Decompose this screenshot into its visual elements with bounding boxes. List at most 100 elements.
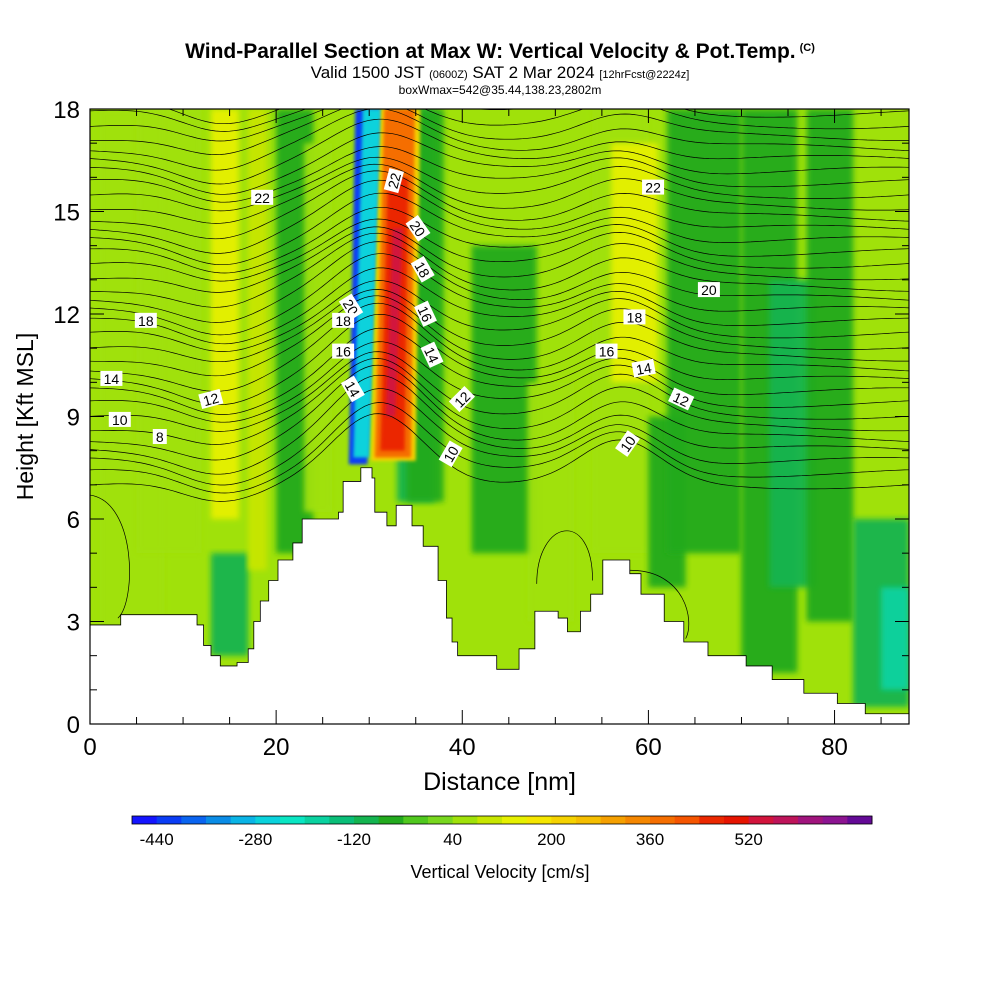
theta-contour-32 bbox=[90, 109, 909, 132]
contour-label-text: 14 bbox=[342, 378, 364, 400]
colorbar-frame bbox=[131, 815, 873, 825]
contour-label-bg bbox=[448, 385, 476, 413]
colorbar-tick-label: 200 bbox=[537, 830, 565, 849]
contour-label-text: 14 bbox=[421, 345, 442, 366]
y-tick-label: 3 bbox=[67, 610, 80, 637]
y-tick-label: 18 bbox=[53, 97, 80, 124]
contour-label-text: 20 bbox=[340, 296, 362, 318]
colorbar-tick-label: -440 bbox=[140, 830, 174, 849]
theta-contour-33 bbox=[168, 109, 281, 125]
contour-label-text: 22 bbox=[254, 190, 270, 206]
theta-contour-28 bbox=[90, 118, 909, 185]
w-column-3 bbox=[210, 553, 249, 656]
contour-label-text: 12 bbox=[671, 389, 692, 410]
contour-label-bg bbox=[108, 411, 131, 427]
contour-label-bg bbox=[410, 256, 435, 283]
terrain bbox=[90, 467, 909, 724]
contour-label-bg bbox=[332, 312, 355, 328]
colorbar-swatch bbox=[502, 816, 528, 824]
contour-label-text: 18 bbox=[627, 309, 643, 325]
colorbar-swatch bbox=[403, 816, 429, 824]
colorbar-tick-label: 40 bbox=[443, 830, 462, 849]
contour-label-text: 18 bbox=[138, 313, 154, 329]
contour-label-8: 16 bbox=[332, 343, 355, 360]
theta-contour-10 bbox=[90, 302, 909, 392]
contour-label-text: 22 bbox=[645, 180, 661, 196]
theta-contour-21 bbox=[90, 192, 909, 266]
theta-contour-23 bbox=[90, 170, 909, 240]
colorbar-swatch bbox=[280, 816, 306, 824]
contour-label-17: 22 bbox=[642, 179, 665, 196]
theta-contour-6 bbox=[90, 351, 909, 432]
colorbar-swatch bbox=[625, 816, 651, 824]
w-column-9 bbox=[471, 245, 537, 554]
contour-label-bg bbox=[383, 168, 404, 194]
contour-label-0: 22 bbox=[251, 189, 274, 206]
colorbar-swatch bbox=[822, 816, 848, 824]
theta-contour-12 bbox=[90, 289, 909, 363]
theta-contour-27 bbox=[90, 132, 909, 195]
contour-label-bg bbox=[631, 358, 656, 378]
theta-contour-low-1 bbox=[90, 494, 130, 619]
chart-title-block: Wind-Parallel Section at Max W: Vertical… bbox=[0, 36, 1000, 96]
contour-label-18: 20 bbox=[697, 282, 720, 298]
theta-contour-29 bbox=[90, 109, 909, 171]
colorbar-swatch bbox=[354, 816, 380, 824]
colorbar-swatch bbox=[452, 816, 478, 824]
theta-contour-5 bbox=[90, 358, 909, 445]
contour-label-text: 20 bbox=[701, 282, 717, 298]
y-tick-label: 15 bbox=[53, 200, 80, 227]
colorbar-swatch bbox=[650, 816, 676, 824]
contour-label-14: 14 bbox=[420, 341, 444, 368]
theta-contour-22 bbox=[90, 179, 909, 254]
w-column-2 bbox=[210, 109, 239, 519]
colorbar-swatch bbox=[477, 816, 503, 824]
contour-label-bg bbox=[668, 387, 695, 411]
theta-contour-7 bbox=[90, 341, 909, 423]
contour-label-1: 18 bbox=[134, 312, 157, 329]
contour-label-text: 16 bbox=[415, 304, 436, 325]
contour-label-7: 18 bbox=[332, 312, 355, 329]
contour-label-text: 14 bbox=[635, 359, 653, 377]
contour-label-15: 12 bbox=[448, 385, 476, 413]
x-tick-label: 80 bbox=[821, 734, 848, 761]
contour-label-13: 16 bbox=[414, 300, 437, 327]
contour-label-text: 22 bbox=[385, 171, 405, 190]
colorbar-swatch bbox=[748, 816, 774, 824]
w-column-5 bbox=[248, 109, 267, 571]
contour-label-11: 20 bbox=[405, 214, 431, 242]
colorbar-swatch bbox=[378, 816, 404, 824]
w-column-19 bbox=[881, 587, 909, 690]
colorbar-swatch bbox=[674, 816, 700, 824]
contour-label-text: 16 bbox=[599, 344, 615, 360]
theta-contour-4 bbox=[90, 364, 909, 461]
colorbar-label: Vertical Velocity [cm/s] bbox=[410, 862, 590, 882]
theta-contour-low-3 bbox=[629, 569, 690, 639]
subtitle-utc: (0600Z) bbox=[429, 69, 468, 81]
contour-label-bg bbox=[438, 440, 463, 468]
contour-label-bg bbox=[615, 430, 640, 457]
theta-contour-25 bbox=[90, 156, 909, 212]
contour-label-bg bbox=[595, 343, 618, 359]
contour-label-bg bbox=[332, 343, 355, 359]
contour-label-9: 14 bbox=[340, 375, 365, 403]
contour-label-19: 18 bbox=[623, 309, 646, 325]
colorbar-swatch bbox=[847, 816, 873, 824]
colorbar-swatch bbox=[304, 816, 330, 824]
colorbar-swatch bbox=[576, 816, 602, 824]
contour-label-3: 10 bbox=[108, 411, 131, 428]
x-tick-label: 40 bbox=[449, 734, 476, 761]
w-column-10 bbox=[527, 382, 574, 622]
contour-label-text: 18 bbox=[335, 313, 351, 329]
theta-contour-8 bbox=[90, 327, 909, 415]
theta-contour-low-2 bbox=[536, 530, 593, 584]
colorbar-swatch bbox=[724, 816, 750, 824]
y-tick-label: 6 bbox=[67, 507, 80, 534]
contour-label-bg bbox=[134, 312, 157, 328]
subtitle-date: SAT 2 Mar 2024 bbox=[472, 63, 595, 82]
colorbar-swatch bbox=[773, 816, 799, 824]
contour-label-bg bbox=[100, 370, 123, 386]
w-column-6 bbox=[304, 143, 332, 513]
colorbar-swatch bbox=[156, 816, 182, 824]
